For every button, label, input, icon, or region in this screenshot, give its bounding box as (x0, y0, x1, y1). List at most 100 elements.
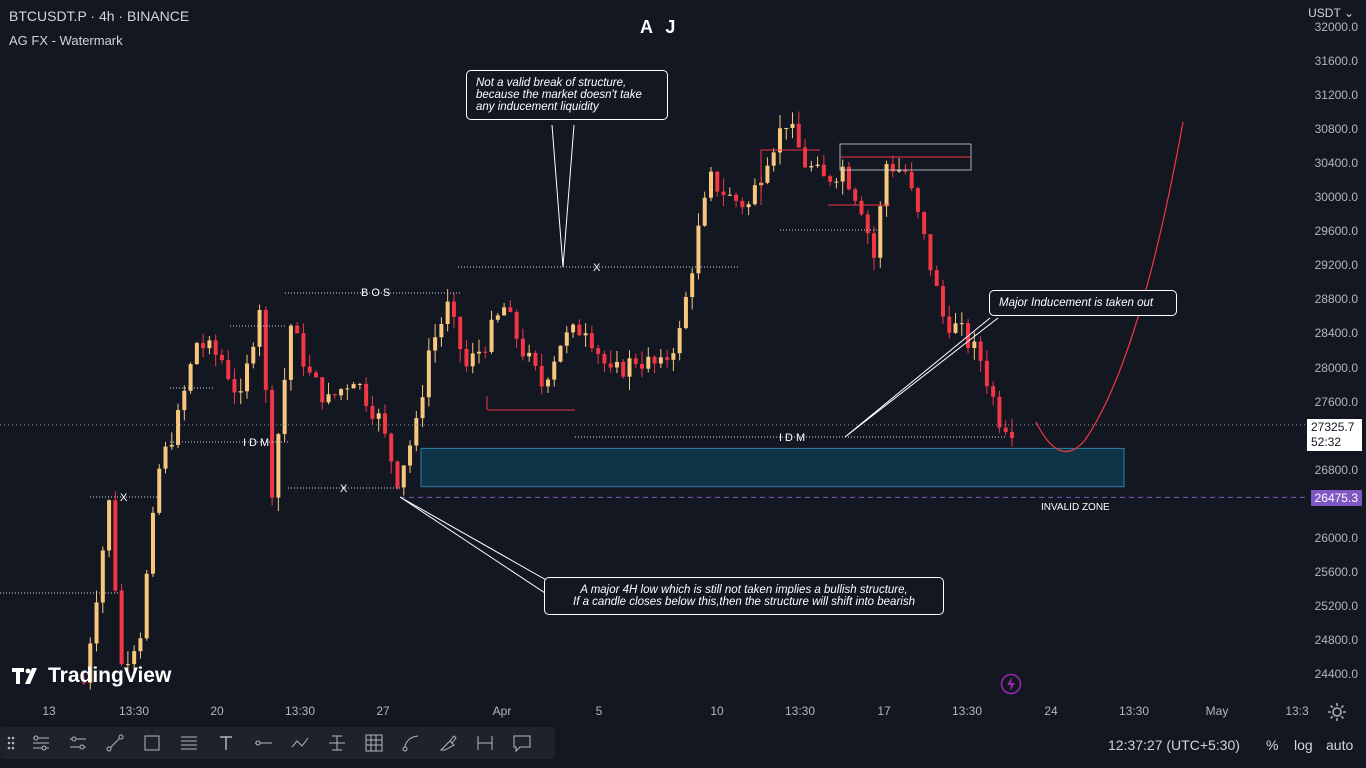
level-price-tag: 26475.3 (1310, 490, 1362, 506)
low-callout-pointer-a (399, 496, 560, 582)
time-tick: 13:30 (951, 704, 983, 718)
time-tick: 13:30 (118, 704, 150, 718)
candle-body (834, 181, 839, 183)
candle-body (633, 358, 638, 364)
candle-body (132, 651, 137, 665)
time-tick: May (1205, 704, 1229, 718)
candle-body (665, 357, 670, 360)
currency-selector[interactable]: USDT ⌄ (1308, 6, 1354, 20)
time-tick: 24 (1044, 704, 1058, 718)
structure-note[interactable]: Not a valid break of structure, because … (466, 70, 668, 120)
candle-body (270, 389, 275, 498)
candle-body (439, 323, 444, 338)
candle-body (508, 307, 513, 312)
fib-icon[interactable] (324, 730, 350, 756)
candle-body (702, 197, 707, 226)
candle-body (859, 200, 864, 215)
curve-icon[interactable] (398, 730, 424, 756)
time-axis[interactable]: 13 13:30 20 13:30 27 Apr 5 10 13:30 17 13:30 24 13:3… (0, 700, 1309, 724)
path-icon[interactable] (287, 730, 313, 756)
price-tick: 26000.0 (1314, 530, 1358, 545)
comment-icon[interactable] (509, 730, 535, 756)
log-scale-button[interactable]: log (1294, 737, 1313, 753)
candle-body (997, 396, 1002, 428)
candle-body (320, 377, 325, 403)
parallel-channel-icon[interactable] (65, 730, 91, 756)
candle-body (721, 191, 726, 195)
text-icon[interactable] (213, 730, 239, 756)
price-axis[interactable]: 32000.0 31600.0 31200.0 30800.0 30400.0 30000… (1306, 0, 1366, 725)
candle-body (502, 307, 507, 316)
candle-body (125, 664, 130, 666)
tradingview-logo[interactable]: TradingView (12, 664, 171, 688)
candle-body (809, 165, 814, 168)
price-chart[interactable] (0, 0, 1306, 700)
candle-body (445, 301, 450, 324)
indicator-legend[interactable]: AG FX - Watermark (9, 33, 123, 48)
candle-body (188, 364, 193, 391)
candle-body (489, 319, 494, 352)
candle-body (991, 386, 996, 397)
price-tick: 24400.0 (1314, 667, 1358, 681)
price-tick: 28400.0 (1314, 326, 1358, 341)
candle-body (821, 164, 826, 177)
candle-body (1009, 431, 1014, 439)
time-tick: 13:3 (1285, 704, 1309, 718)
multi-line-icon[interactable] (28, 730, 54, 756)
brush-icon[interactable] (435, 730, 461, 756)
candle-body (621, 361, 626, 377)
time-tick: 13:30 (784, 704, 816, 718)
candle-body (257, 309, 262, 347)
candle-body (539, 365, 544, 387)
candle-body (677, 328, 682, 354)
candle-body (846, 166, 851, 190)
candle-body (947, 316, 952, 333)
candle-body (301, 333, 306, 367)
candle-body (978, 341, 983, 361)
horizontal-lines-icon[interactable] (176, 730, 202, 756)
chevron-down-icon: ⌄ (1343, 6, 1354, 20)
candle-body (420, 397, 425, 419)
structure-callout-pointer (551, 124, 575, 268)
symbol-title[interactable]: BTCUSDT.P · 4h · BINANCE (9, 8, 190, 24)
candle-body (652, 356, 657, 364)
candle-body (872, 233, 877, 258)
trend-line-icon[interactable] (102, 730, 128, 756)
candle-body (928, 234, 933, 271)
price-tick: 27600.0 (1314, 394, 1358, 409)
time-tick: 5 (595, 704, 603, 718)
gear-icon[interactable] (1327, 702, 1347, 722)
candle-body (282, 379, 287, 435)
candle-body (364, 383, 369, 406)
price-tick: 29200.0 (1314, 258, 1358, 273)
percent-scale-button[interactable]: % (1266, 737, 1279, 753)
time-tick: 10 (710, 704, 724, 718)
drag-handle-icon[interactable] (6, 730, 16, 756)
candle-body (840, 166, 845, 182)
horizontal-ray-icon[interactable] (250, 730, 276, 756)
demand-zone (420, 447, 1125, 488)
measure-icon[interactable] (472, 730, 498, 756)
time-tick: 13:30 (1118, 704, 1150, 718)
auto-scale-button[interactable]: auto (1326, 737, 1354, 753)
low-callout-pointer-b (399, 496, 549, 596)
candle-body (589, 333, 594, 349)
candle-body (984, 360, 989, 387)
x-left-label: X (120, 492, 131, 504)
inducement-note[interactable]: Major Inducement is taken out (989, 290, 1177, 316)
lightning-icon[interactable] (1000, 673, 1022, 695)
grid-icon[interactable] (361, 730, 387, 756)
candle-body (138, 638, 143, 652)
time-tick: 13:30 (284, 704, 316, 718)
x-top-label: X (593, 262, 604, 274)
drawing-overlay (0, 121, 1306, 596)
low-note[interactable]: A major 4H low which is still not taken … (544, 577, 944, 615)
candle-body (433, 337, 438, 351)
rectangle-icon[interactable] (139, 730, 165, 756)
tradingview-wordmark: TradingView (48, 664, 172, 687)
candle-body (483, 351, 488, 353)
price-tick: 24800.0 (1314, 632, 1358, 647)
candle-body (520, 338, 525, 357)
clock[interactable]: 12:37:27 (UTC+5:30) (1108, 737, 1240, 753)
time-tick: 20 (210, 704, 224, 718)
